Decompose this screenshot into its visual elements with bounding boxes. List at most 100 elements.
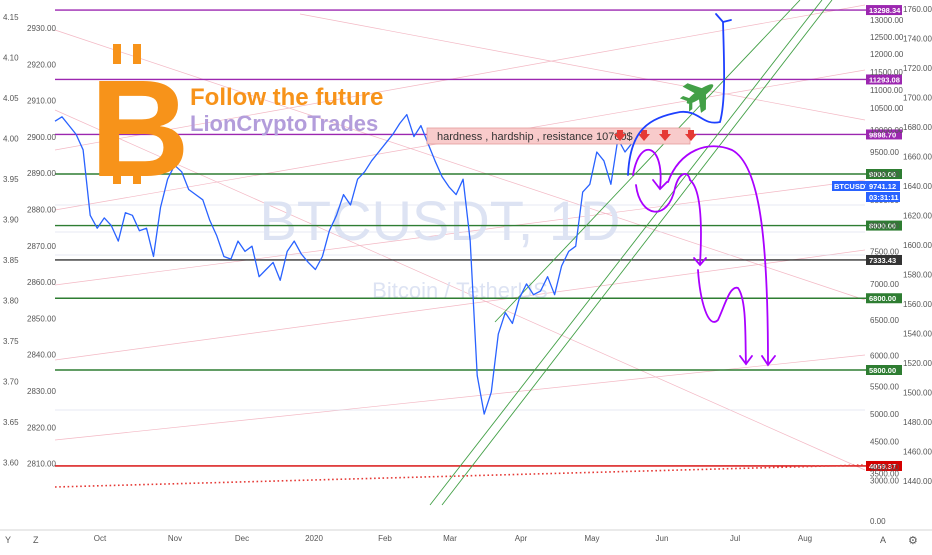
right-inner-tick: 1660.00 (903, 153, 932, 162)
projection-scenario (635, 173, 702, 265)
right-inner-tick: 1440.00 (903, 477, 932, 486)
level-tag-label: 8000.00 (869, 222, 896, 231)
level-tag-label: 9000.00 (869, 170, 896, 179)
time-tick: Nov (168, 534, 182, 543)
faint-trendline (54, 249, 866, 361)
left-outer-tick: 3.65 (3, 418, 19, 427)
right-axis-inner[interactable]: 1760.00 1740.00 1720.00 1700.00 1680.00 1660.… (903, 5, 932, 486)
price-axis-tick: 3000.00 (870, 476, 899, 485)
dotted-trendline (54, 464, 866, 488)
left-outer-tick: 3.75 (3, 337, 19, 346)
logo-bar (113, 44, 121, 64)
price-axis-tick: 10000.00 (870, 126, 904, 135)
left-outer-tick: 4.10 (3, 54, 19, 63)
projection-scenario-arrowhead (652, 179, 668, 191)
right-inner-tick: 1680.00 (903, 123, 932, 132)
price-axis-tick: 12000.00 (870, 50, 904, 59)
right-inner-tick: 1560.00 (903, 300, 932, 309)
price-line[interactable] (54, 113, 633, 415)
level-tag-label: 5800.00 (869, 366, 896, 375)
time-tick: Apr (515, 534, 528, 543)
right-inner-tick: 1600.00 (903, 241, 932, 250)
projection-scenario-arrowhead (739, 355, 753, 366)
level-tag (866, 129, 902, 140)
left-outer-tick: 3.60 (3, 459, 19, 468)
symbol-tag-label: BTCUSDT (834, 182, 870, 191)
right-inner-tick: 1480.00 (903, 418, 932, 427)
left-inner-tick: 2840.00 (27, 351, 56, 360)
logo-bar (113, 170, 121, 184)
y-axis-toggle[interactable]: Y (5, 535, 11, 545)
left-outer-tick: 4.00 (3, 135, 19, 144)
left-inner-tick: 2880.00 (27, 206, 56, 215)
left-axis-inner[interactable]: 2930.00 2920.00 2910.00 2900.00 2890.00 2880.… (27, 24, 56, 469)
brand-name: LionCryptoTrades (190, 111, 378, 136)
projection-paths (627, 13, 776, 367)
annotation-text: hardness , hardship , resistance 10700$ (437, 131, 633, 143)
projection-bullish-arrowhead (715, 13, 732, 24)
level-tag (866, 460, 902, 471)
projection-scenario (667, 145, 769, 365)
time-tick: Dec (235, 534, 249, 543)
down-arrow-icon (685, 130, 697, 141)
symbol-tag (832, 181, 866, 191)
right-inner-tick: 1740.00 (903, 35, 932, 44)
price-axis-tick: 9500.00 (870, 148, 899, 157)
time-axis[interactable]: Oct Nov Dec 2020 Feb Mar Apr May Jun Jul Aug (94, 534, 812, 543)
price-axis-tick: 0.00 (870, 517, 886, 526)
down-arrow-icon (614, 130, 626, 141)
time-tick: Jun (656, 534, 669, 543)
right-inner-tick: 1620.00 (903, 212, 932, 221)
projection-bullish (627, 21, 726, 176)
right-inner-tick: 1580.00 (903, 271, 932, 280)
left-inner-tick: 2820.00 (27, 423, 56, 432)
gear-icon[interactable]: ⚙ (908, 535, 918, 547)
price-axis-tick: 9000.00 (870, 170, 899, 179)
right-inner-tick: 1640.00 (903, 182, 932, 191)
price-axis-tick: 11500.00 (870, 68, 903, 77)
down-arrow-icon (638, 130, 650, 141)
price-axis-tick: 10500.00 (870, 104, 904, 113)
bitcoin-glyph: B (90, 52, 190, 206)
level-tag (866, 254, 902, 265)
right-inner-tick: 1760.00 (903, 5, 932, 14)
price-axis-tick: 13000.00 (870, 16, 904, 25)
countdown-label: 03:31:11 (869, 193, 899, 202)
left-inner-tick: 2810.00 (27, 460, 56, 469)
right-inner-tick: 1540.00 (903, 330, 932, 339)
left-outer-tick: 3.70 (3, 378, 19, 387)
left-outer-tick: 4.05 (3, 94, 19, 103)
left-inner-tick: 2900.00 (27, 133, 56, 142)
channel-line-lower (441, 0, 833, 506)
level-tag-label: 9898.70 (869, 130, 896, 139)
left-outer-tick: 3.80 (3, 297, 19, 306)
right-inner-tick: 1460.00 (903, 448, 932, 457)
faint-trendline (54, 179, 866, 286)
auto-scale-toggle[interactable]: A (880, 535, 886, 545)
logo-bar (133, 170, 141, 184)
price-axis-tick: 4500.00 (870, 438, 899, 447)
faint-gray-lines (55, 204, 865, 411)
level-tag-label: 4059.37 (869, 462, 896, 471)
time-tick: May (584, 534, 599, 543)
logo-bar (133, 44, 141, 64)
down-arrow-icon (659, 130, 671, 141)
projection-scenario (697, 269, 747, 365)
level-tag (866, 169, 902, 179)
left-inner-tick: 2830.00 (27, 387, 56, 396)
price-tag: BTCUSDT 9741.12 03:31:11 (832, 181, 900, 202)
level-tag (866, 293, 902, 304)
countdown-box (866, 192, 900, 202)
z-axis-toggle[interactable]: Z (33, 535, 39, 545)
right-inner-tick: 1700.00 (903, 94, 932, 103)
right-inner-tick: 1520.00 (903, 359, 932, 368)
left-axis-outer[interactable]: 4.15 4.10 4.05 4.00 3.95 3.90 3.85 3.80 3.75 3.70… (3, 13, 19, 468)
left-inner-tick: 2930.00 (27, 24, 56, 33)
airplane-wings (679, 83, 707, 113)
projection-scenario-arrowhead (761, 355, 776, 367)
level-tag (866, 220, 902, 231)
price-axis-tick: 11000.00 (870, 86, 903, 95)
channel-line-middle (429, 0, 823, 506)
price-axis-tick: 12500.00 (870, 33, 904, 42)
